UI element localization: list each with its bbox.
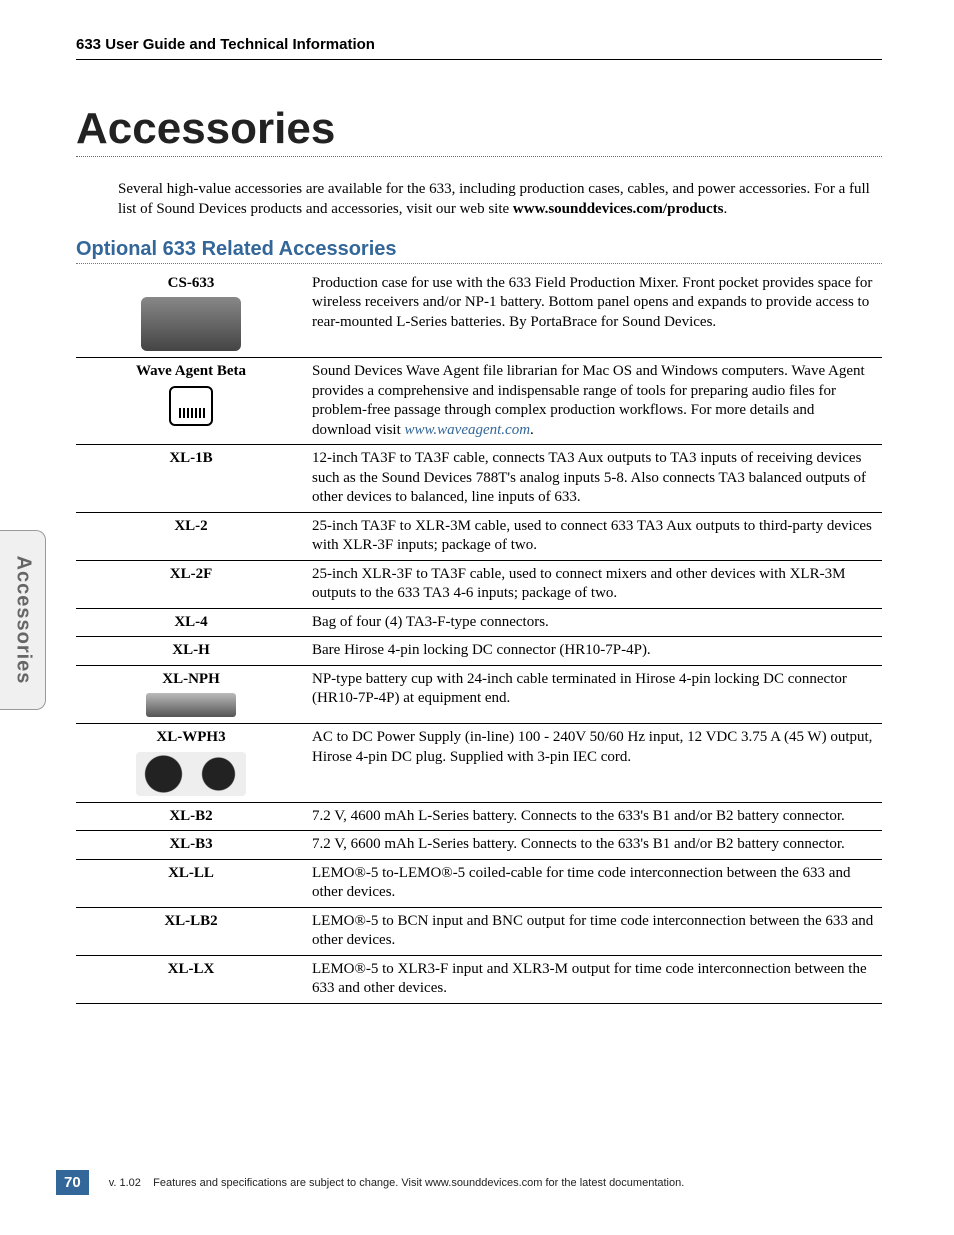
table-row: XL-2F 25-inch XLR-3F to TA3F cable, used…: [76, 560, 882, 608]
accessory-desc: Production case for use with the 633 Fie…: [306, 270, 882, 358]
accessory-desc: LEMO®-5 to BCN input and BNC output for …: [306, 907, 882, 955]
accessory-name: XL-1B: [76, 445, 306, 513]
accessory-desc: Bag of four (4) TA3-F-type connectors.: [306, 608, 882, 637]
accessory-desc: AC to DC Power Supply (in-line) 100 - 24…: [306, 724, 882, 803]
product-image-icon: [141, 297, 241, 351]
accessory-name: XL-NPH: [76, 665, 306, 724]
accessory-name: Wave Agent Beta: [76, 358, 306, 445]
desc-text: Sound Devices Wave Agent file librarian …: [312, 363, 865, 438]
accessory-name: XL-4: [76, 608, 306, 637]
table-row: XL-B2 7.2 V, 4600 mAh L-Series battery. …: [76, 802, 882, 831]
footer-text: v. 1.02 Features and specifications are …: [109, 1177, 685, 1189]
accessory-name-text: Wave Agent Beta: [136, 363, 246, 379]
page-footer: 70 v. 1.02 Features and specifications a…: [0, 1170, 954, 1195]
wave-agent-link[interactable]: www.waveagent.com: [405, 422, 531, 438]
page-title: Accessories: [76, 104, 882, 157]
accessory-name-text: XL-WPH3: [156, 729, 225, 745]
accessory-name: XL-LB2: [76, 907, 306, 955]
accessory-name: XL-2: [76, 512, 306, 560]
footer-version: v. 1.02: [109, 1177, 141, 1189]
accessory-desc: NP-type battery cup with 24-inch cable t…: [306, 665, 882, 724]
side-tab: Accessories: [0, 530, 46, 710]
accessory-name: XL-WPH3: [76, 724, 306, 803]
table-row: XL-B3 7.2 V, 6600 mAh L-Series battery. …: [76, 831, 882, 860]
accessory-name: CS-633: [76, 270, 306, 358]
table-row: XL-1B 12-inch TA3F to TA3F cable, connec…: [76, 445, 882, 513]
running-header: 633 User Guide and Technical Information: [76, 36, 882, 60]
table-row: XL-WPH3 AC to DC Power Supply (in-line) …: [76, 724, 882, 803]
accessory-name: XL-2F: [76, 560, 306, 608]
table-row: XL-H Bare Hirose 4-pin locking DC connec…: [76, 637, 882, 666]
table-row: CS-633 Production case for use with the …: [76, 270, 882, 358]
accessory-desc: LEMO®-5 to-LEMO®-5 coiled-cable for time…: [306, 859, 882, 907]
side-tab-label: Accessories: [11, 556, 34, 685]
accessory-desc: LEMO®-5 to XLR3-F input and XLR3-M outpu…: [306, 955, 882, 1003]
accessory-desc: 25-inch XLR-3F to TA3F cable, used to co…: [306, 560, 882, 608]
table-row: XL-4 Bag of four (4) TA3-F-type connecto…: [76, 608, 882, 637]
accessory-name-text: XL-NPH: [162, 671, 220, 687]
table-row: XL-NPH NP-type battery cup with 24-inch …: [76, 665, 882, 724]
desc-text: .: [530, 422, 534, 438]
accessory-desc: 7.2 V, 4600 mAh L-Series battery. Connec…: [306, 802, 882, 831]
table-row: XL-LB2 LEMO®-5 to BCN input and BNC outp…: [76, 907, 882, 955]
intro-text-end: .: [724, 201, 728, 217]
table-row: XL-LL LEMO®-5 to-LEMO®-5 coiled-cable fo…: [76, 859, 882, 907]
accessory-name: XL-H: [76, 637, 306, 666]
section-heading: Optional 633 Related Accessories: [76, 238, 882, 264]
accessory-name: XL-B3: [76, 831, 306, 860]
page-number: 70: [56, 1170, 89, 1195]
accessory-desc: Sound Devices Wave Agent file librarian …: [306, 358, 882, 445]
accessory-name-text: CS-633: [168, 275, 215, 291]
product-image-icon: [169, 386, 213, 426]
accessory-desc: 25-inch TA3F to XLR-3M cable, used to co…: [306, 512, 882, 560]
accessory-name: XL-LX: [76, 955, 306, 1003]
accessory-desc: Bare Hirose 4-pin locking DC connector (…: [306, 637, 882, 666]
table-row: Wave Agent Beta Sound Devices Wave Agent…: [76, 358, 882, 445]
product-image-icon: [136, 752, 246, 796]
accessories-table: CS-633 Production case for use with the …: [76, 270, 882, 1004]
intro-paragraph: Several high-value accessories are avail…: [118, 179, 882, 220]
footer-note: Features and specifications are subject …: [153, 1177, 684, 1189]
intro-text: Several high-value accessories are avail…: [118, 181, 870, 217]
product-image-icon: [146, 693, 236, 717]
accessory-desc: 7.2 V, 6600 mAh L-Series battery. Connec…: [306, 831, 882, 860]
table-row: XL-2 25-inch TA3F to XLR-3M cable, used …: [76, 512, 882, 560]
accessory-name: XL-B2: [76, 802, 306, 831]
accessory-name: XL-LL: [76, 859, 306, 907]
intro-url: www.sounddevices.com/products: [513, 201, 724, 217]
accessory-desc: 12-inch TA3F to TA3F cable, connects TA3…: [306, 445, 882, 513]
table-row: XL-LX LEMO®-5 to XLR3-F input and XLR3-M…: [76, 955, 882, 1003]
